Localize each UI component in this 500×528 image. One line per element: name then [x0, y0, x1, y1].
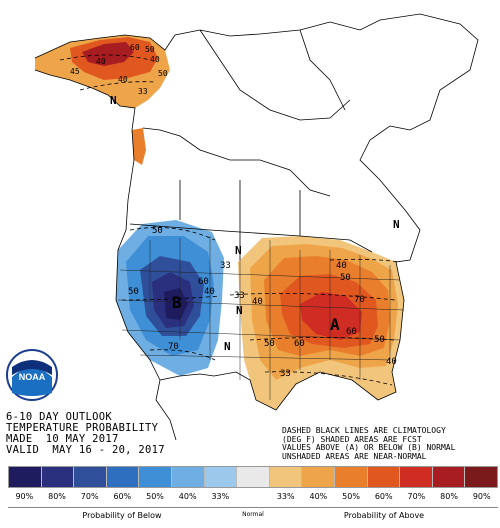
contour-label-above: 60: [346, 327, 357, 337]
legend-tick-label: 90%: [15, 492, 34, 501]
above-letter: A: [330, 315, 340, 334]
contour-label-below: 33: [220, 261, 231, 271]
alaska-contour-label: 40: [118, 75, 128, 84]
legend-swatch: [367, 467, 401, 487]
west-below-region-core: [164, 288, 188, 320]
legend-tick-label: 60%: [374, 492, 393, 501]
legend-swatches: [8, 466, 498, 488]
state-lines: [117, 236, 405, 400]
legend-tick-label: 40%: [178, 492, 197, 501]
normal-marker: N: [235, 244, 242, 257]
contour-label-above: 40: [386, 357, 397, 367]
legend-above-label: Probability of Above: [270, 507, 498, 520]
contour-label-below: 50: [152, 226, 163, 236]
legend-tick-label: 60%: [113, 492, 132, 501]
legend-swatch: [171, 467, 205, 487]
legend-tick-label: 40%: [309, 492, 328, 501]
legend-groups: Probability of Below Normal Probability …: [8, 507, 498, 527]
legend-tick-label: 80%: [440, 492, 458, 501]
legend-swatch: [432, 467, 466, 487]
legend-ticks: 90% 80% 70% 60% 50% 40% 33% 33% 40% 50% 60% 70% 80% 9…: [8, 492, 498, 501]
legend-swatch: [302, 467, 335, 487]
legend-normal-label: Normal: [236, 507, 270, 518]
legend-swatch: [237, 467, 270, 487]
pacific-nw-above: [132, 128, 146, 165]
note-line: (DEG F) SHADED AREAS ARE FCST: [282, 434, 422, 444]
legend-tick-label: 50%: [342, 492, 360, 501]
normal-marker: N: [236, 304, 243, 317]
legend-below-label: Probability of Below: [8, 507, 236, 520]
probability-legend: 90% 80% 70% 60% 50% 40% 33% 33% 40% 50% 60% 70% 80% 9…: [8, 466, 498, 501]
legend-swatch: [9, 467, 42, 487]
caption-line: VALID MAY 16 - 20, 2017: [6, 444, 165, 456]
normal-marker: N: [393, 218, 400, 231]
contour-label-above: 50: [374, 335, 385, 345]
svg-text:NOAA: NOAA: [19, 372, 46, 382]
climatology-note: DASHED BLACK LINES ARE CLIMATOLOGY (DEG …: [282, 426, 456, 461]
legend-tick-label: 33%: [276, 492, 295, 501]
contour-label-above: 33: [234, 291, 245, 301]
contour-label-above: 60: [294, 339, 305, 349]
contour-label-above: 50: [264, 339, 275, 349]
alaska-above-region-core: [82, 42, 134, 66]
alaska-contour-label: 50: [158, 69, 168, 78]
alaska-contour-label: 60: [130, 43, 140, 52]
contour-label-below: 60: [198, 277, 209, 287]
alaska-contour-label: 40: [150, 55, 160, 64]
climatology-contours: [59, 54, 401, 386]
east-above-region-70: [300, 292, 362, 340]
legend-swatch: [269, 467, 303, 487]
contour-label-below: 40: [204, 287, 215, 297]
legend-swatch: [139, 467, 172, 487]
contour-label-above: 33: [280, 369, 291, 379]
outlook-caption: 6-10 DAY OUTLOOK TEMPERATURE PROBABILITY…: [6, 412, 165, 456]
normal-marker: N: [110, 94, 117, 107]
legend-tick-label: 70%: [80, 492, 99, 501]
alaska-contour-label: 45: [70, 67, 80, 76]
noaa-logo: NOAA: [6, 349, 58, 401]
note-line: UNSHADED AREAS ARE NEAR-NORMAL: [282, 451, 427, 461]
legend-tick-label: [237, 492, 270, 501]
caption-line: TEMPERATURE PROBABILITY: [6, 422, 159, 434]
legend-swatch: [465, 467, 497, 487]
legend-swatch: [334, 467, 368, 487]
note-line: DASHED BLACK LINES ARE CLIMATOLOGY: [282, 426, 446, 435]
alaska-contour-label: 40: [96, 57, 106, 66]
contour-label-above: 40: [336, 261, 347, 271]
legend-swatch: [400, 467, 433, 487]
contour-label-below: 50: [128, 287, 139, 297]
legend-swatch: [106, 467, 140, 487]
legend-tick-label: 80%: [48, 492, 66, 501]
legend-tick-label: 70%: [407, 492, 426, 501]
legend-tick-label: 33%: [211, 492, 230, 501]
contour-label-above: 40: [252, 297, 263, 307]
legend-tick-label: 90%: [472, 492, 491, 501]
below-letter: B: [172, 293, 182, 312]
contour-label-above: 70: [354, 295, 365, 305]
legend-swatch: [204, 467, 238, 487]
note-line: VALUES ABOVE (A) OR BELOW (B) NORMAL: [282, 443, 456, 453]
normal-marker: N: [224, 340, 231, 353]
alaska-contour-label: 50: [145, 45, 155, 54]
caption-line: MADE 10 MAY 2017: [6, 433, 119, 445]
legend-swatch: [74, 467, 107, 487]
outlook-map: 50 50 60 70 33 40 33 40 40 50 50 60 70 6…: [34, 13, 479, 441]
legend-tick-label: 50%: [146, 492, 164, 501]
alaska-contour-label: 33: [138, 87, 148, 96]
caption-line: 6-10 DAY OUTLOOK: [6, 411, 112, 423]
contour-label-above: 50: [340, 273, 351, 283]
legend-swatch: [41, 467, 75, 487]
contour-label-below: 70: [168, 342, 179, 352]
